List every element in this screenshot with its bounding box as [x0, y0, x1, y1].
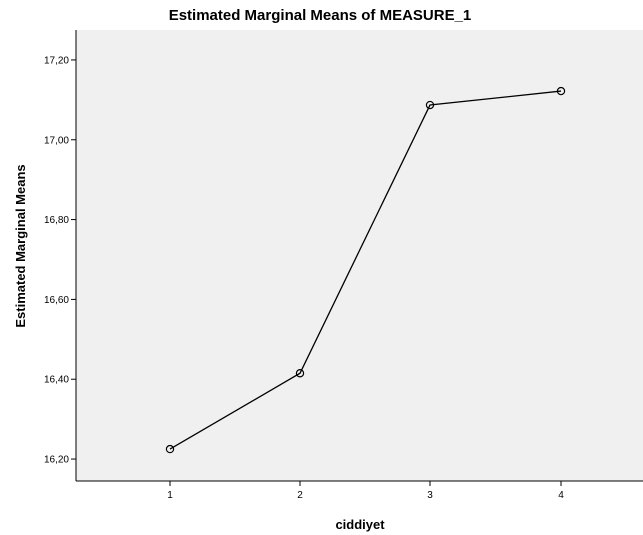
series-group	[165, 86, 566, 454]
y-tick-label: 16,40	[44, 375, 69, 386]
x-tick-label: 2	[297, 490, 303, 501]
plot-area	[76, 30, 643, 481]
x-tick-label: 1	[167, 490, 173, 501]
x-axis-label: ciddiyet	[335, 517, 385, 532]
y-ticks: 16,20 16,40 16,60 16,80 17,00 17,20	[44, 55, 76, 466]
x-ticks: 1 2 3 4	[167, 481, 564, 501]
data-point	[556, 86, 566, 96]
x-tick-label: 3	[427, 490, 433, 501]
y-tick-label: 17,00	[44, 135, 69, 146]
x-tick-label: 4	[558, 490, 564, 501]
y-tick-label: 16,60	[44, 295, 69, 306]
series-line	[169, 90, 562, 450]
data-point	[425, 100, 435, 110]
y-tick-label: 16,20	[44, 455, 69, 466]
y-tick-label: 17,20	[44, 55, 69, 66]
data-point	[165, 444, 175, 454]
data-point	[295, 369, 305, 378]
y-tick-label: 16,80	[44, 215, 69, 226]
chart-title: Estimated Marginal Means of MEASURE_1	[169, 7, 472, 24]
y-axis-label: Estimated Marginal Means	[13, 164, 28, 327]
